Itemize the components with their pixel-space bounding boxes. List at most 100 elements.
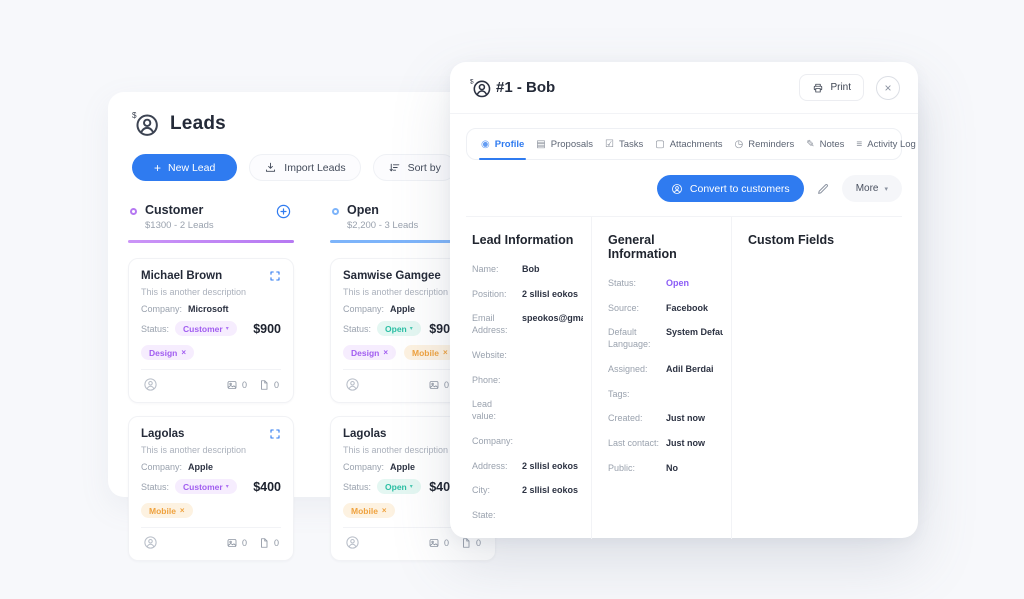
remove-tag-icon[interactable]: × xyxy=(442,348,448,357)
company-label: Company: xyxy=(343,462,385,472)
proposals-icon: ▤ xyxy=(536,138,546,150)
column-status-dot-icon xyxy=(332,208,339,215)
status-row: Status: Customer ▾ $900 xyxy=(141,321,281,336)
tag-pill[interactable]: Mobile × xyxy=(404,345,456,360)
assignee-avatar-icon[interactable] xyxy=(143,535,158,550)
field-label: Source: xyxy=(608,302,640,313)
field-label: Last contact: xyxy=(608,437,660,448)
print-label: Print xyxy=(830,82,851,93)
images-count-value: 0 xyxy=(443,379,449,390)
company-value: Apple xyxy=(188,462,214,472)
section-heading: General Information xyxy=(608,233,677,261)
kanban-column: Customer $1300 - 2 Leads Michael Brown xyxy=(128,203,294,561)
images-count: 0 xyxy=(226,379,247,391)
tab[interactable]: ✎ Notes xyxy=(800,129,850,159)
files-count: 0 xyxy=(258,379,279,391)
field-label: Created: xyxy=(608,413,643,424)
field-label: Company: xyxy=(472,436,514,447)
images-icon xyxy=(226,379,238,391)
field-label: City: xyxy=(472,485,490,496)
lead-card[interactable]: Michael Brown This is another descriptio… xyxy=(128,258,294,403)
field-value: Adil Berdai xyxy=(666,364,714,375)
images-count: 0 xyxy=(428,537,449,549)
new-lead-button[interactable]: + New Lead xyxy=(132,154,238,181)
images-count: 0 xyxy=(226,537,247,549)
field-row: Position: 2 sllisl eokos xyxy=(472,288,583,300)
tab[interactable]: ◉ Profile xyxy=(475,129,530,160)
card-counts: 0 0 xyxy=(226,379,279,391)
expand-icon[interactable] xyxy=(269,270,281,282)
remove-tag-icon[interactable]: × xyxy=(181,348,187,357)
print-button[interactable]: Print xyxy=(799,74,864,101)
field-value: speokos@gmail... xyxy=(522,313,583,324)
tag-pill[interactable]: Mobile × xyxy=(141,503,193,518)
sort-by-button[interactable]: Sort by xyxy=(372,154,456,181)
tag-pill[interactable]: Mobile × xyxy=(343,503,395,518)
lead-tags: Mobile × xyxy=(141,503,281,528)
tab-label: Proposals xyxy=(550,138,593,150)
field-row: Assigned: Adil Berdai xyxy=(608,363,723,375)
images-icon xyxy=(428,379,440,391)
tag-pill[interactable]: Design × xyxy=(141,345,195,360)
tab-label: Tasks xyxy=(618,138,644,150)
field-label: Email Address: xyxy=(472,313,508,336)
assignee-avatar-icon[interactable] xyxy=(345,377,360,392)
convert-to-customers-button[interactable]: Convert to customers xyxy=(656,175,804,202)
field-label: Lead value: xyxy=(472,399,497,422)
chevron-down-icon: ▾ xyxy=(225,326,229,332)
edit-pencil-icon[interactable] xyxy=(816,182,830,196)
modal-content: Lead Information Name: Bob Position: 2 s… xyxy=(450,217,918,539)
lead-name: Lagolas xyxy=(141,428,185,440)
status-pill[interactable]: Open ▾ xyxy=(377,321,421,336)
tag-pill[interactable]: Design × xyxy=(343,345,397,360)
tab[interactable]: ≡ Activity Log xyxy=(850,129,921,159)
field-row: Created: Just now xyxy=(608,412,723,424)
column-summary: $2,200 - 3 Leads xyxy=(347,220,419,231)
field-label: Position: xyxy=(472,288,507,299)
company-row: Company: Apple xyxy=(343,462,483,472)
lead-detail-modal: $ #1 - Bob Print × ◉ Profile ▤ Proposals… xyxy=(450,62,921,539)
tag-label: Mobile xyxy=(351,505,378,516)
tab[interactable]: ▤ Proposals xyxy=(530,129,599,159)
status-label: Status: xyxy=(343,323,372,334)
assignee-avatar-icon[interactable] xyxy=(345,535,360,550)
field-row: Lead value: xyxy=(472,398,583,422)
card-counts: 0 0 xyxy=(428,537,481,549)
company-row: Company: Apple xyxy=(343,304,483,314)
close-icon[interactable]: × xyxy=(876,75,900,100)
field-row: City: 2 sllisl eokos xyxy=(472,484,583,496)
field-value: No xyxy=(666,462,678,473)
lead-card[interactable]: Lagolas This is another description Comp… xyxy=(128,416,294,561)
field-row: State: xyxy=(472,509,583,521)
tab[interactable]: ▢ Attachments xyxy=(649,129,728,159)
field-value: Facebook xyxy=(666,302,709,313)
add-lead-icon[interactable] xyxy=(275,203,292,220)
more-button[interactable]: More ▾ xyxy=(841,175,902,202)
assignee-avatar-icon[interactable] xyxy=(143,377,158,392)
remove-tag-icon[interactable]: × xyxy=(381,506,387,515)
import-leads-button[interactable]: Import Leads xyxy=(249,154,361,181)
status-pill[interactable]: Open ▾ xyxy=(377,479,421,494)
status-pill[interactable]: Customer ▾ xyxy=(175,321,237,336)
notes-icon: ✎ xyxy=(806,138,815,150)
status-pill[interactable]: Customer ▾ xyxy=(175,479,237,494)
expand-icon[interactable] xyxy=(269,428,281,440)
tab[interactable]: ◷ Reminders xyxy=(729,129,801,159)
leads-toolbar: + New Lead Import Leads Sort by xyxy=(132,154,918,181)
remove-tag-icon[interactable]: × xyxy=(179,506,185,515)
info-section: Lead Information Name: Bob Position: 2 s… xyxy=(466,217,592,539)
status-pill-label: Customer xyxy=(183,323,223,334)
column-accent-bar xyxy=(330,240,496,243)
modal-header: $ #1 - Bob Print × xyxy=(450,62,918,114)
info-section: General Information Status: Open Source:… xyxy=(592,217,732,539)
field-value: Just now xyxy=(666,437,706,448)
lead-card-footer: 0 0 xyxy=(343,528,483,555)
status-row: Status: Customer ▾ $400 xyxy=(141,479,281,494)
field-row: Default Language: System Default xyxy=(608,326,723,350)
tab[interactable]: ☑ Tasks xyxy=(599,129,649,159)
lead-card-top: Lagolas xyxy=(141,428,281,440)
field-label: Status: xyxy=(608,278,637,288)
tab-label: Notes xyxy=(819,138,845,150)
remove-tag-icon[interactable]: × xyxy=(383,348,389,357)
files-icon xyxy=(258,379,270,391)
